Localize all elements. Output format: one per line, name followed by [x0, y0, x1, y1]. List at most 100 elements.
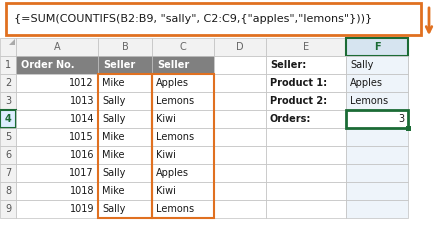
Text: D: D: [236, 42, 244, 52]
Text: 1017: 1017: [69, 168, 94, 178]
Bar: [346, 74, 408, 92]
Text: Order No.: Order No.: [21, 60, 75, 70]
Bar: [152, 92, 214, 110]
Bar: [0, 182, 16, 200]
Text: Lemons: Lemons: [156, 204, 194, 214]
Bar: [346, 56, 408, 74]
Bar: [266, 128, 346, 146]
Bar: [98, 164, 152, 182]
Bar: [0, 92, 16, 110]
Text: Seller: Seller: [157, 60, 189, 70]
Bar: [152, 74, 214, 218]
Bar: [346, 92, 408, 110]
Bar: [16, 74, 98, 92]
Bar: [16, 38, 98, 56]
Bar: [266, 56, 346, 74]
Bar: [214, 182, 266, 200]
Bar: [346, 110, 408, 128]
Bar: [152, 110, 214, 128]
Bar: [266, 164, 346, 182]
Bar: [266, 92, 346, 110]
Text: 1015: 1015: [69, 132, 94, 142]
Bar: [405, 126, 411, 130]
Text: Kiwi: Kiwi: [156, 150, 176, 160]
Bar: [214, 110, 266, 128]
Text: Apples: Apples: [156, 78, 189, 88]
Bar: [266, 92, 346, 110]
Bar: [98, 200, 152, 218]
Bar: [98, 110, 152, 128]
Bar: [266, 56, 346, 74]
Text: Sally: Sally: [102, 204, 125, 214]
Bar: [346, 74, 408, 92]
Text: Seller: Seller: [103, 60, 135, 70]
Text: 1: 1: [5, 60, 11, 70]
Bar: [16, 164, 98, 182]
Bar: [214, 38, 266, 56]
Bar: [98, 56, 152, 74]
Bar: [266, 74, 346, 92]
Text: 9: 9: [5, 204, 11, 214]
Text: 1019: 1019: [69, 204, 94, 214]
Text: Lemons: Lemons: [156, 96, 194, 106]
Text: Kiwi: Kiwi: [156, 114, 176, 124]
Text: Apples: Apples: [156, 168, 189, 178]
Bar: [98, 74, 152, 92]
Bar: [16, 110, 98, 128]
Text: Mike: Mike: [102, 132, 125, 142]
Bar: [346, 110, 408, 128]
Text: Sally: Sally: [102, 96, 125, 106]
Bar: [266, 182, 346, 200]
Text: B: B: [122, 42, 128, 52]
Text: C: C: [180, 42, 186, 52]
Text: Sally: Sally: [102, 168, 125, 178]
Bar: [0, 200, 16, 218]
Bar: [98, 128, 152, 146]
Text: 7: 7: [5, 168, 11, 178]
Bar: [266, 110, 346, 128]
Bar: [0, 38, 16, 56]
Bar: [98, 38, 152, 56]
Bar: [346, 200, 408, 218]
Text: Kiwi: Kiwi: [156, 186, 176, 196]
Bar: [152, 38, 214, 56]
Text: Product 2:: Product 2:: [270, 96, 327, 106]
Bar: [98, 182, 152, 200]
Bar: [266, 200, 346, 218]
Bar: [346, 110, 408, 128]
Bar: [16, 128, 98, 146]
Bar: [346, 128, 408, 146]
Bar: [266, 74, 346, 92]
Bar: [152, 128, 214, 146]
Bar: [152, 74, 214, 92]
Bar: [98, 92, 152, 110]
Text: F: F: [374, 42, 380, 52]
Bar: [0, 128, 16, 146]
Bar: [214, 146, 266, 164]
Text: 1018: 1018: [69, 186, 94, 196]
Text: 5: 5: [5, 132, 11, 142]
Bar: [16, 92, 98, 110]
Bar: [152, 164, 214, 182]
Bar: [214, 92, 266, 110]
Text: Sally: Sally: [350, 60, 373, 70]
Bar: [346, 92, 408, 110]
Bar: [98, 74, 152, 218]
Bar: [0, 110, 16, 128]
Text: 3: 3: [5, 96, 11, 106]
Bar: [16, 146, 98, 164]
Text: 4: 4: [5, 114, 11, 124]
Bar: [152, 182, 214, 200]
Text: Lemons: Lemons: [156, 132, 194, 142]
Text: Seller:: Seller:: [270, 60, 306, 70]
Bar: [346, 164, 408, 182]
Bar: [346, 146, 408, 164]
Text: Orders:: Orders:: [270, 114, 311, 124]
Bar: [0, 164, 16, 182]
Polygon shape: [9, 39, 15, 45]
Bar: [266, 110, 346, 128]
Text: 3: 3: [398, 114, 404, 124]
Bar: [346, 38, 408, 56]
Text: 8: 8: [5, 186, 11, 196]
Text: Apples: Apples: [350, 78, 383, 88]
